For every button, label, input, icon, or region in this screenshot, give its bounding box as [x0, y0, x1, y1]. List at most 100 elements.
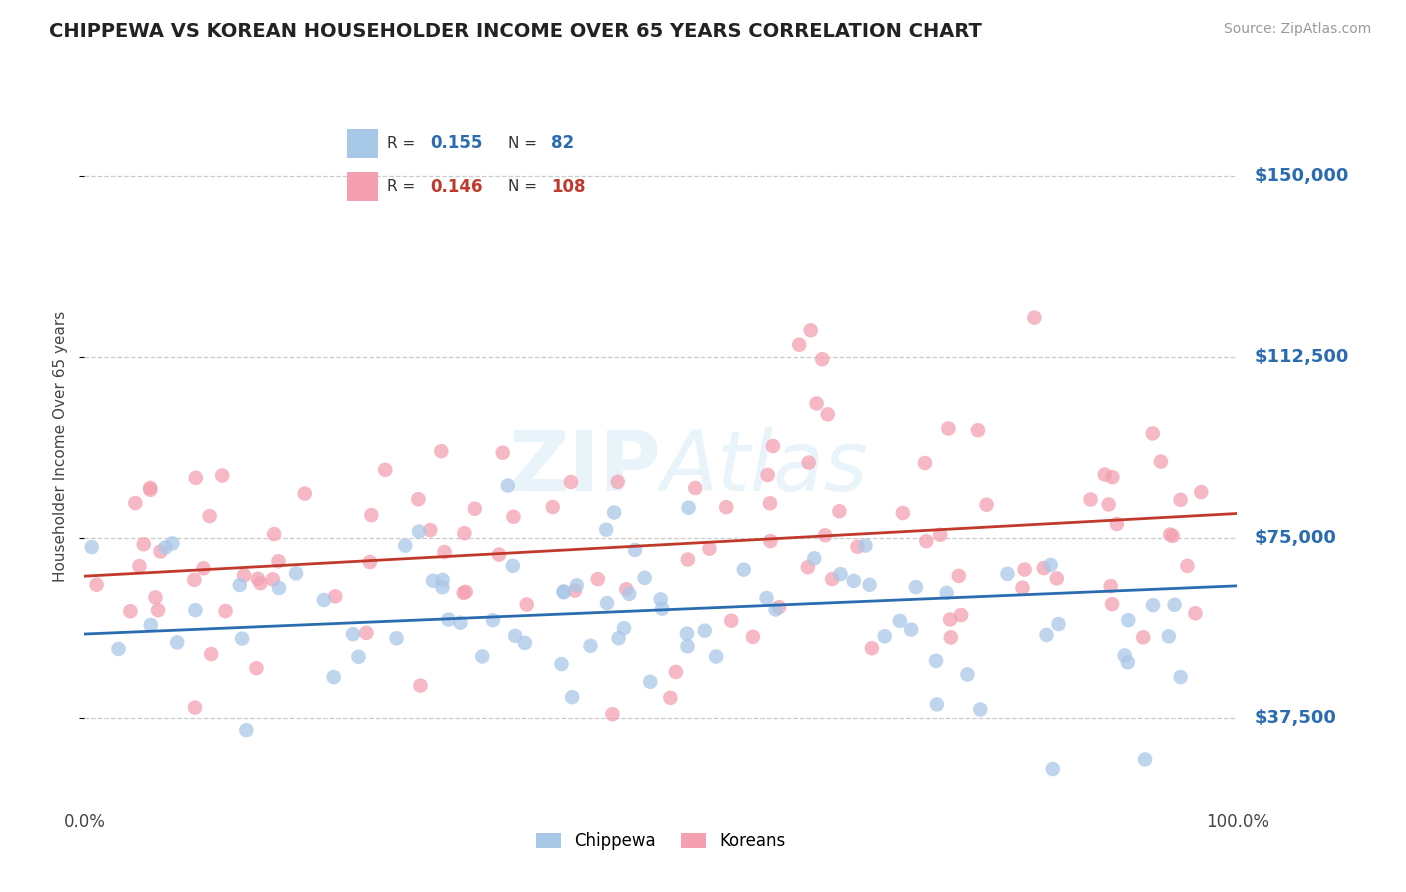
Point [246, 572, 269, 586]
Point [860, 641, 883, 656]
Point [492, 446, 515, 460]
Text: $37,500: $37,500 [1254, 709, 1337, 727]
Point [359, 555, 381, 569]
FancyBboxPatch shape [347, 128, 378, 158]
Text: CHIPPEWA VS KOREAN HOUSEHOLDER INCOME OVER 65 YEARS CORRELATION CHART: CHIPPEWA VS KOREAN HOUSEHOLDER INCOME OV… [49, 22, 981, 41]
Point [939, 613, 962, 627]
Point [659, 690, 682, 705]
Text: 108: 108 [551, 178, 585, 195]
Point [235, 723, 257, 738]
Point [811, 352, 834, 367]
Point [1014, 562, 1036, 576]
Point [676, 552, 699, 566]
Point [956, 667, 979, 681]
Point [249, 576, 271, 591]
Point [453, 586, 475, 600]
Point [814, 528, 837, 542]
Point [925, 654, 948, 668]
Point [1035, 628, 1057, 642]
Point [828, 504, 851, 518]
Point [846, 540, 869, 554]
Text: $150,000: $150,000 [1254, 167, 1348, 185]
Point [1157, 629, 1180, 643]
Point [787, 337, 810, 351]
Point [1042, 762, 1064, 776]
Point [1047, 617, 1070, 632]
Point [184, 471, 207, 485]
Point [422, 574, 444, 588]
Point [1163, 598, 1185, 612]
Point [1101, 597, 1123, 611]
Point [107, 642, 129, 657]
Point [183, 573, 205, 587]
Point [759, 534, 782, 549]
Point [1189, 485, 1212, 500]
Point [613, 621, 636, 635]
Point [231, 632, 253, 646]
Point [166, 635, 188, 649]
Point [139, 618, 162, 632]
Point [394, 539, 416, 553]
Point [676, 626, 699, 640]
Point [437, 613, 460, 627]
Point [1039, 558, 1062, 572]
Point [586, 572, 609, 586]
Point [1170, 492, 1192, 507]
Point [245, 661, 267, 675]
Point [1105, 516, 1128, 531]
Point [408, 492, 430, 507]
Point [385, 632, 408, 646]
Text: R =: R = [387, 179, 420, 194]
Point [603, 506, 626, 520]
Point [262, 572, 284, 586]
Point [1161, 529, 1184, 543]
Point [454, 585, 477, 599]
Point [263, 527, 285, 541]
Point [900, 623, 922, 637]
Point [1184, 607, 1206, 621]
Point [267, 581, 290, 595]
Point [482, 613, 505, 627]
Point [214, 604, 236, 618]
Point [503, 629, 526, 643]
Point [374, 463, 396, 477]
Point [80, 540, 103, 554]
Point [139, 481, 162, 495]
Text: Atlas: Atlas [661, 427, 869, 508]
Point [564, 583, 586, 598]
Point [1094, 467, 1116, 482]
Point [553, 584, 575, 599]
Point [915, 534, 938, 549]
Point [560, 475, 582, 489]
Point [146, 603, 169, 617]
Point [229, 578, 252, 592]
Point [935, 586, 957, 600]
Point [1032, 561, 1054, 575]
Point [1046, 571, 1069, 585]
Text: 0.146: 0.146 [430, 178, 482, 195]
Point [360, 508, 382, 523]
FancyBboxPatch shape [347, 172, 378, 202]
Point [678, 500, 700, 515]
Point [149, 544, 172, 558]
Point [430, 444, 453, 458]
Point [742, 630, 765, 644]
Point [602, 707, 624, 722]
Point [432, 573, 454, 587]
Point [285, 566, 308, 581]
Point [665, 665, 688, 679]
Text: N =: N = [508, 179, 541, 194]
Point [132, 537, 155, 551]
Point [155, 541, 177, 555]
Point [606, 475, 628, 489]
Point [800, 323, 823, 337]
Point [198, 509, 221, 524]
Point [969, 702, 991, 716]
Point [938, 421, 960, 435]
Point [565, 578, 588, 592]
Point [633, 571, 655, 585]
Text: 82: 82 [551, 135, 574, 153]
Point [1114, 648, 1136, 663]
Point [471, 649, 494, 664]
Point [449, 615, 471, 630]
